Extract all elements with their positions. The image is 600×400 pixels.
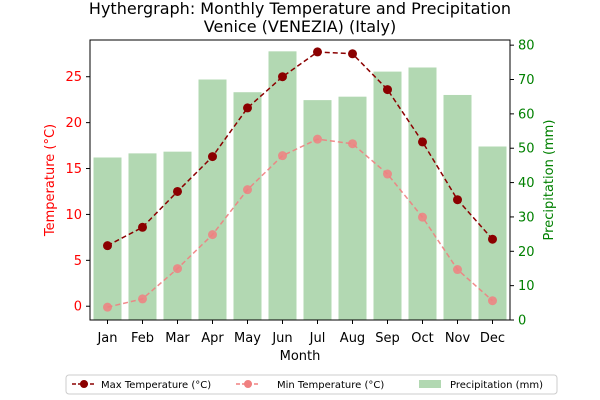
x-axis-label: Month xyxy=(280,349,321,364)
max-temp-line xyxy=(107,51,494,247)
left-tick-label-0: 0 xyxy=(74,300,82,315)
precipitation-bars xyxy=(93,51,507,320)
legend-min-label: Min Temperature (°C) xyxy=(277,380,384,391)
precip-bar-jun xyxy=(268,51,297,320)
legend-max-label: Max Temperature (°C) xyxy=(101,380,211,391)
min-temp-point-nov xyxy=(453,265,462,275)
precip-bar-nov xyxy=(443,94,472,320)
left-axis-label: Temperature (°C) xyxy=(43,124,58,237)
right-tick-label-40: 40 xyxy=(518,176,535,191)
precip-bar-dec xyxy=(478,146,507,320)
right-tick-label-10: 10 xyxy=(518,279,535,294)
precip-bar-feb xyxy=(128,153,157,320)
precip-bar-mar xyxy=(163,151,192,320)
min-temp-point-jul xyxy=(313,134,322,144)
left-tick-label-20: 20 xyxy=(65,116,82,131)
axes: Jan Feb Mar Apr May Jun Jul Aug Sep Oct Nov Dec 0 5 10… xyxy=(65,39,534,346)
left-tick-label-25: 25 xyxy=(65,70,82,85)
precip-bar-apr xyxy=(198,79,227,320)
min-temp-point-aug xyxy=(348,139,357,149)
max-temp-point-jun xyxy=(278,72,287,82)
right-tick-label-70: 70 xyxy=(518,73,535,88)
x-tick-label-feb: Feb xyxy=(131,331,154,346)
legend-max-marker xyxy=(80,380,88,388)
precip-bar-may xyxy=(233,92,262,320)
chart-subtitle: Venice (VENEZIA) (Italy) xyxy=(204,17,396,36)
min-temp-point-jun xyxy=(278,151,287,161)
precip-bar-aug xyxy=(338,96,367,320)
max-temp-point-feb xyxy=(138,222,147,232)
right-tick-label-50: 50 xyxy=(518,142,535,157)
chart-title: Hythergraph: Monthly Temperature and Pre… xyxy=(89,0,511,18)
max-temp-point-sep xyxy=(383,85,392,95)
legend-min-marker xyxy=(244,380,252,388)
max-temp-point-oct xyxy=(418,137,427,147)
left-tick-label-5: 5 xyxy=(74,254,82,269)
min-temp-point-apr xyxy=(208,230,217,240)
right-tick-label-80: 80 xyxy=(518,39,535,54)
min-temp-point-mar xyxy=(173,264,182,274)
min-temp-line xyxy=(107,138,493,308)
plot-area-frame xyxy=(89,39,511,321)
x-tick-label-nov: Nov xyxy=(445,331,471,346)
min-temp-point-sep xyxy=(383,169,392,179)
max-temp-point-dec xyxy=(488,234,497,244)
precip-bar-jul xyxy=(303,100,332,320)
x-tick-label-jul: Jul xyxy=(309,331,326,346)
min-temp-point-oct xyxy=(418,212,427,222)
min-temp-point-feb xyxy=(138,294,147,304)
min-temp-point-may xyxy=(243,185,252,195)
temperature-lines xyxy=(103,47,497,312)
max-temp-point-may xyxy=(243,103,252,113)
max-temp-point-jan xyxy=(103,241,112,251)
x-tick-label-may: May xyxy=(234,331,261,346)
max-temp-point-jul xyxy=(313,47,322,57)
max-temp-point-mar xyxy=(173,186,182,196)
right-tick-label-60: 60 xyxy=(518,107,535,122)
x-tick-label-dec: Dec xyxy=(480,331,505,346)
left-tick-label-15: 15 xyxy=(65,162,82,177)
x-tick-label-mar: Mar xyxy=(165,331,190,346)
legend-box xyxy=(65,374,558,395)
right-tick-label-20: 20 xyxy=(518,245,535,260)
x-tick-label-jun: Jun xyxy=(271,331,292,346)
right-tick-label-30: 30 xyxy=(518,210,535,225)
max-temp-point-apr xyxy=(208,152,217,162)
legend: Max Temperature (°C) Min Temperature (°C… xyxy=(65,374,558,395)
x-tick-label-jan: Jan xyxy=(96,331,117,346)
x-tick-label-aug: Aug xyxy=(340,331,365,346)
precip-bar-jan xyxy=(93,157,122,320)
right-axis-label: Precipitation (mm) xyxy=(542,120,557,241)
min-temp-point-jan xyxy=(103,302,112,312)
left-tick-label-10: 10 xyxy=(65,208,82,223)
precip-bar-sep xyxy=(373,71,402,320)
legend-precip-swatch xyxy=(419,380,441,388)
x-tick-label-sep: Sep xyxy=(375,331,400,346)
legend-precip-label: Precipitation (mm) xyxy=(450,380,543,391)
x-tick-label-oct: Oct xyxy=(411,331,433,346)
min-temp-point-dec xyxy=(488,296,497,306)
max-temp-point-nov xyxy=(453,195,462,205)
right-tick-label-0: 0 xyxy=(518,314,526,329)
max-temp-point-aug xyxy=(348,49,357,59)
x-tick-label-apr: Apr xyxy=(201,331,224,346)
precip-bar-oct xyxy=(408,67,437,320)
